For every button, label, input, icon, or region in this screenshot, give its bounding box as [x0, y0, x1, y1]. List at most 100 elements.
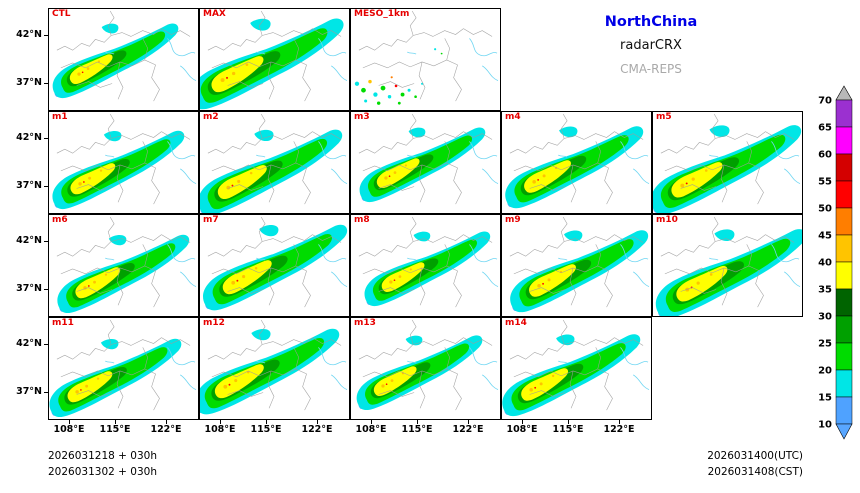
map-svg-m3 — [358, 113, 499, 205]
coastline — [407, 244, 499, 287]
precip-echoes — [203, 224, 348, 311]
province-borders — [509, 216, 644, 308]
coastline — [256, 244, 348, 287]
lon-tick — [522, 420, 523, 424]
lat-label-row2-0: 42°N — [16, 235, 42, 246]
province-borders — [207, 113, 342, 205]
lat-label-row0-1: 37°N — [16, 77, 42, 88]
coastline — [558, 141, 650, 184]
panel-label: m2 — [203, 112, 219, 122]
map-svg-CTL — [52, 10, 197, 102]
lat-tick — [44, 241, 48, 242]
panel-label: m5 — [656, 112, 672, 122]
coastline — [105, 244, 197, 287]
province-borders — [56, 113, 191, 205]
panel-label: m9 — [505, 215, 521, 225]
province-borders — [207, 216, 342, 308]
precip-echoes — [364, 231, 491, 307]
panel-label: MAX — [203, 9, 226, 19]
lat-tick — [44, 344, 48, 345]
panel-m12: m12 — [199, 317, 350, 420]
precip-echoes — [200, 129, 343, 213]
panel-label: m12 — [203, 318, 225, 328]
lat-label-row1-1: 37°N — [16, 180, 42, 191]
lon-tick — [417, 420, 418, 424]
precip-echoes — [655, 229, 802, 316]
map-svg-m10 — [655, 216, 802, 316]
panel-m14: m14 — [501, 317, 652, 420]
coastline — [256, 141, 348, 184]
panel-CTL: CTL — [48, 8, 199, 111]
panel-label: m6 — [52, 215, 68, 225]
map-svg-m8 — [358, 216, 499, 308]
lon-label-col1-2: 122°E — [301, 424, 333, 435]
lat-tick — [44, 83, 48, 84]
lat-tick — [44, 35, 48, 36]
panel-m4: m4 — [501, 111, 652, 214]
lat-label-row2-1: 37°N — [16, 283, 42, 294]
panel-label: m4 — [505, 112, 521, 122]
panel-m7: m7 — [199, 214, 350, 317]
precip-echoes — [356, 335, 483, 411]
lat-tick — [44, 138, 48, 139]
footer-init-times: 2026031218 + 030h 2026031302 + 030h — [48, 448, 157, 480]
precip-echoes — [505, 126, 644, 209]
init-time-line-1: 2026031218 + 030h — [48, 450, 157, 462]
panel-m9: m9 — [501, 214, 652, 317]
lon-label-col1-0: 108°E — [204, 424, 236, 435]
init-time-line-2: 2026031302 + 030h — [48, 466, 157, 478]
product-title: radarCRX — [620, 38, 682, 53]
lon-label-col3-0: 108°E — [506, 424, 538, 435]
province-borders — [509, 113, 644, 205]
province-borders — [358, 216, 493, 308]
province-borders — [358, 113, 493, 205]
lon-tick — [371, 420, 372, 424]
map-svg-m6 — [56, 216, 197, 314]
panel-label: m1 — [52, 112, 68, 122]
map-svg-MAX — [200, 10, 348, 110]
panel-m2: m2 — [199, 111, 350, 214]
panel-m5: m5 — [652, 111, 803, 214]
lon-tick — [166, 420, 167, 424]
panel-label: m13 — [354, 318, 376, 328]
map-svg-m14 — [502, 319, 650, 417]
model-title: CMA-REPS — [620, 62, 682, 76]
lon-tick — [468, 420, 469, 424]
panel-label: m8 — [354, 215, 370, 225]
lon-label-col0-0: 108°E — [53, 424, 85, 435]
lon-tick — [266, 420, 267, 424]
lon-tick — [619, 420, 620, 424]
province-borders — [509, 319, 644, 411]
lon-label-col2-2: 122°E — [452, 424, 484, 435]
panel-label: CTL — [52, 9, 71, 19]
panel-label: m7 — [203, 215, 219, 225]
coastline — [256, 38, 348, 81]
lat-label-row1-0: 42°N — [16, 132, 42, 143]
lat-label-row3-1: 37°N — [16, 386, 42, 397]
province-borders — [56, 319, 191, 411]
coastline — [105, 38, 197, 81]
coastline — [558, 347, 650, 390]
province-borders — [207, 10, 342, 102]
lon-tick — [115, 420, 116, 424]
lat-tick — [44, 186, 48, 187]
precip-echoes — [49, 338, 182, 418]
panel-m3: m3 — [350, 111, 501, 214]
coastline — [709, 244, 801, 287]
map-svg-m1 — [52, 113, 197, 210]
valid-time-cst: 2026031408(CST) — [707, 466, 803, 478]
precip-echoes — [510, 230, 649, 313]
panel-m8: m8 — [350, 214, 501, 317]
lat-label-row0-0: 42°N — [16, 29, 42, 40]
map-svg-m7 — [203, 216, 348, 311]
region-title: NorthChina — [604, 14, 698, 30]
lat-label-row3-0: 42°N — [16, 338, 42, 349]
province-borders — [358, 319, 493, 411]
province-borders — [56, 10, 191, 102]
coastline — [709, 141, 801, 184]
panel-m10: m10 — [652, 214, 803, 317]
coastline — [256, 347, 348, 390]
lon-tick — [69, 420, 70, 424]
